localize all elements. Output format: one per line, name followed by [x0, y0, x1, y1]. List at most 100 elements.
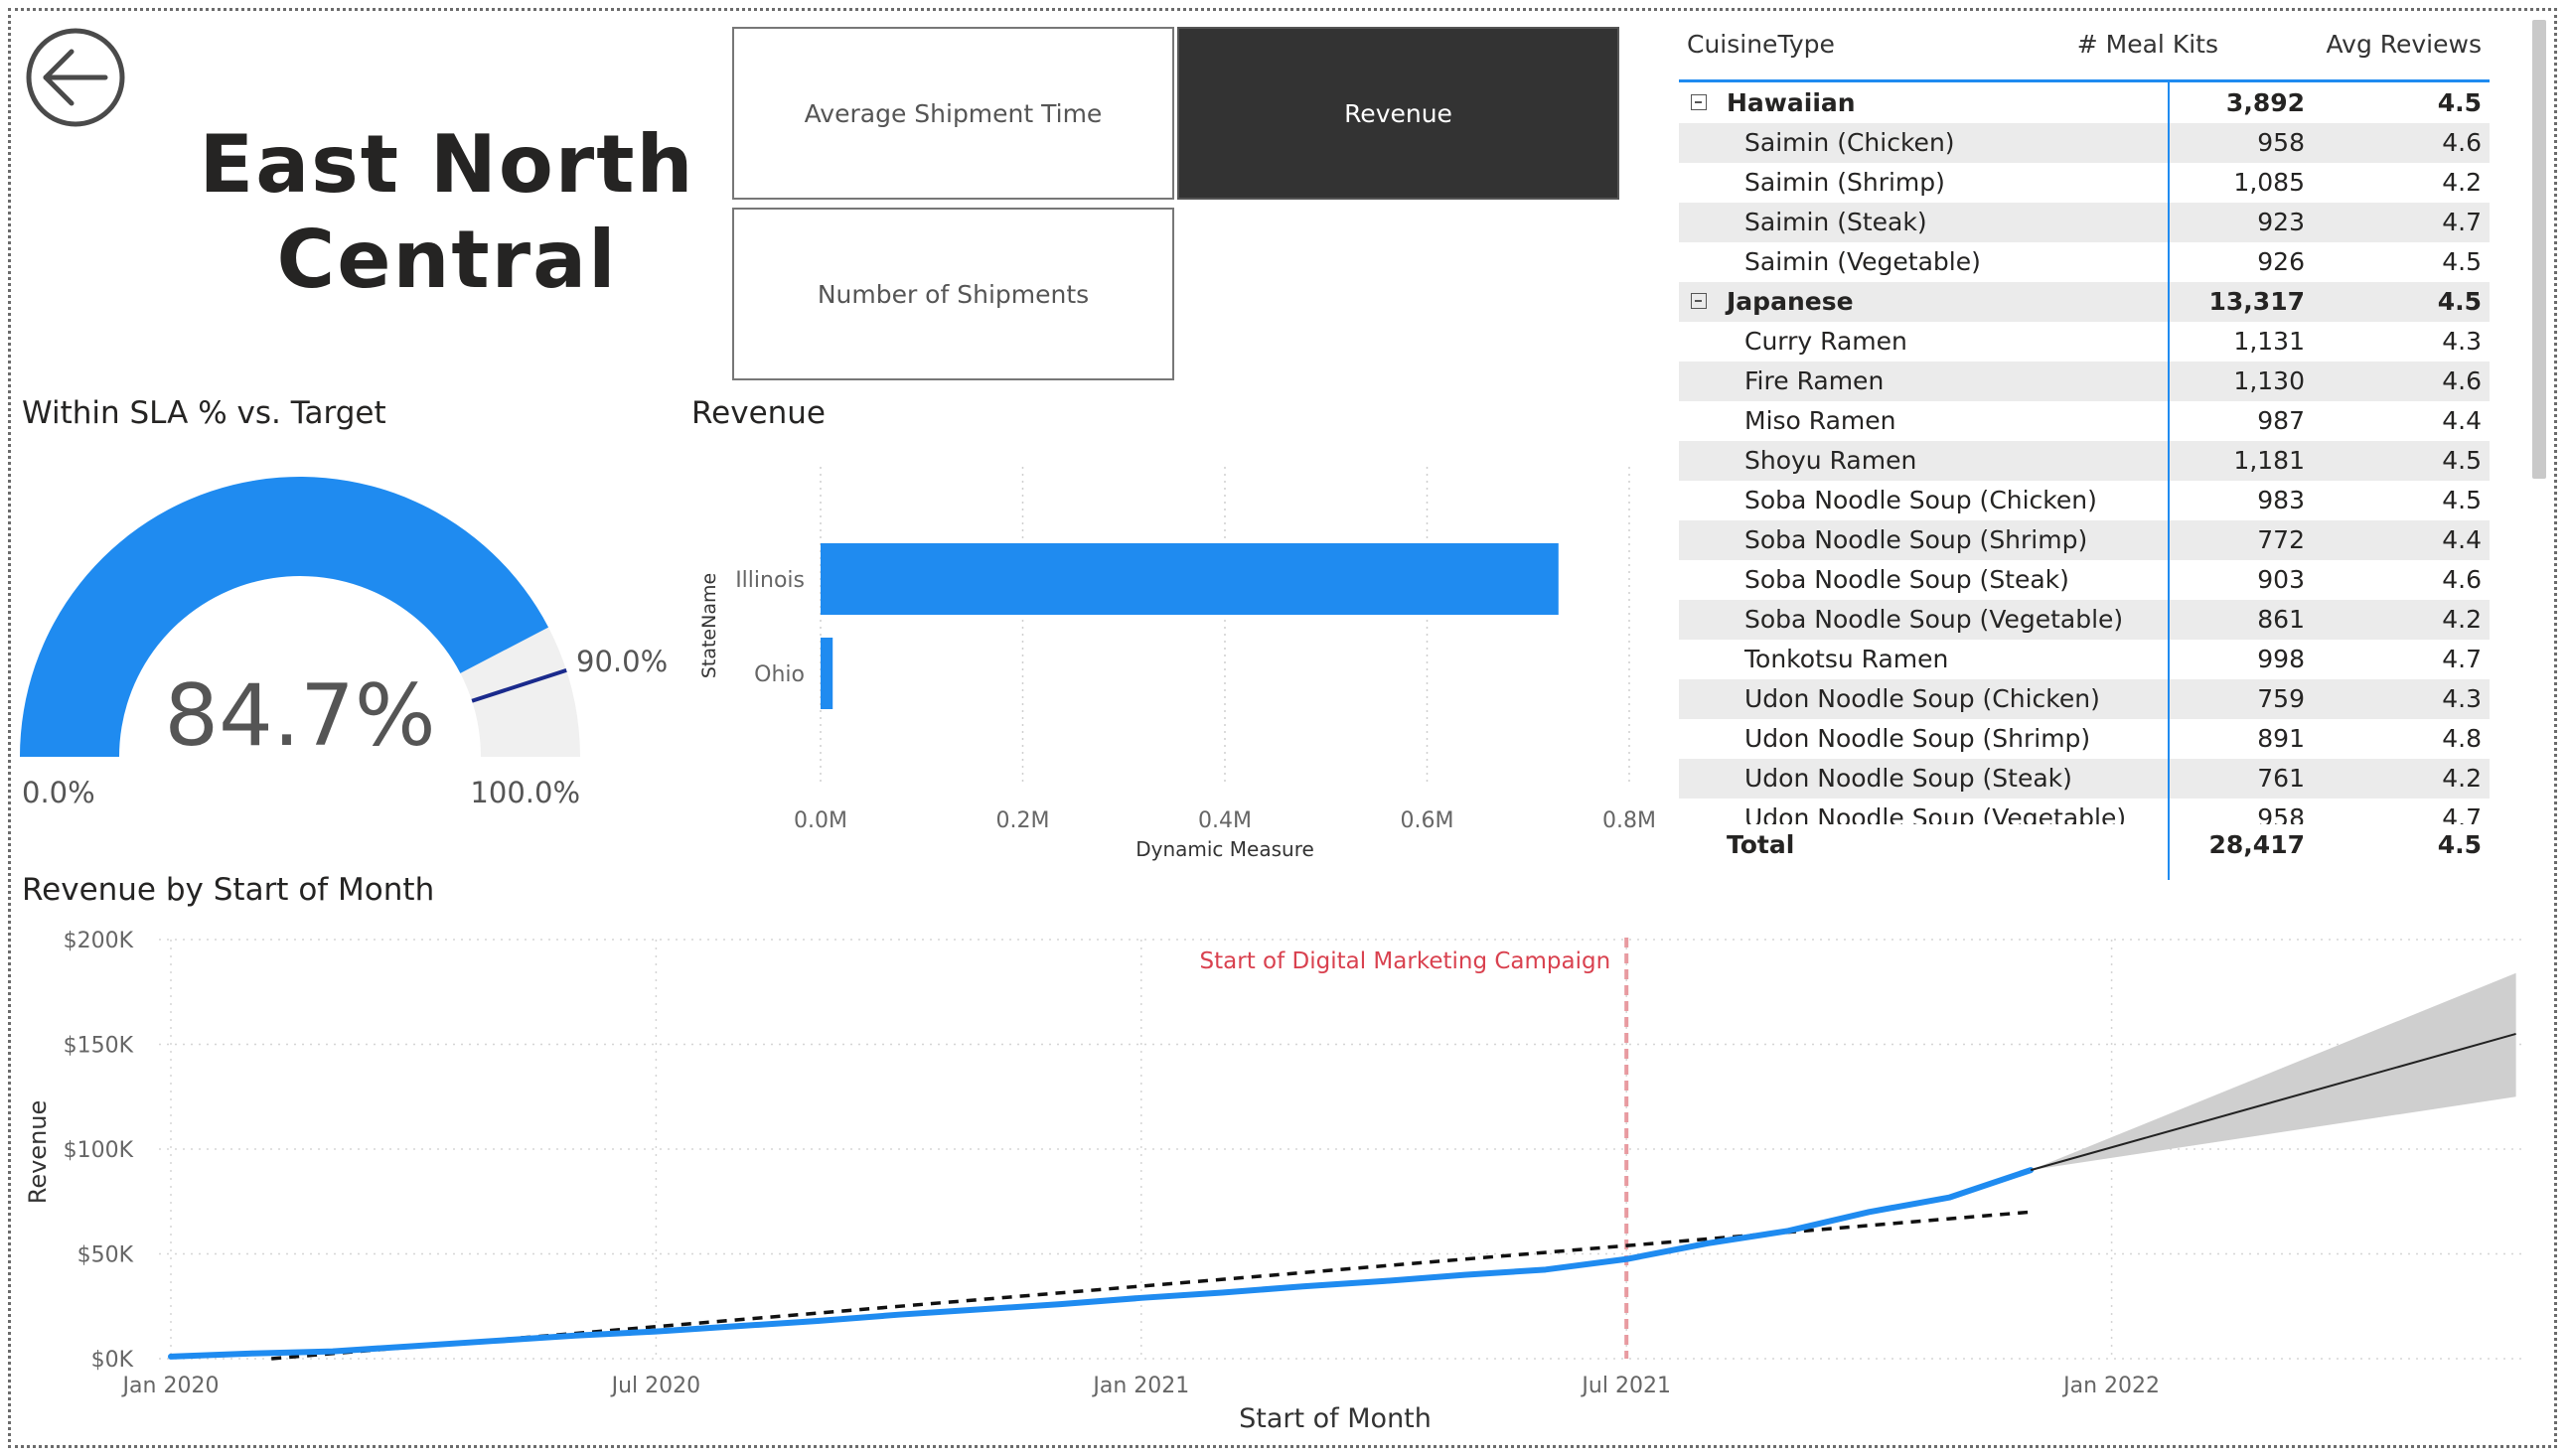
matrix-header-meal-kits[interactable]: # Meal Kits	[2076, 30, 2218, 59]
table-row[interactable]: Udon Noodle Soup (Steak) 761 4.2	[1679, 759, 2490, 799]
matrix-group-row[interactable]: Hawaiian 3,892 4.5	[1679, 83, 2490, 123]
matrix-cell-meal-kits: 926	[2257, 247, 2305, 276]
bar-x-tick-label: 0.2M	[996, 808, 1050, 833]
table-row[interactable]: Saimin (Shrimp) 1,085 4.2	[1679, 163, 2490, 203]
gauge-target-label: 90.0%	[576, 645, 668, 678]
gauge-max-label: 100.0%	[470, 776, 580, 809]
matrix-cell-avg-reviews: 4.6	[2442, 565, 2482, 594]
table-row[interactable]: Udon Noodle Soup (Chicken) 759 4.3	[1679, 679, 2490, 719]
table-row[interactable]: Saimin (Steak) 923 4.7	[1679, 203, 2490, 242]
table-row[interactable]: Soba Noodle Soup (Chicken) 983 4.5	[1679, 481, 2490, 520]
matrix-cell-meal-kits: 983	[2257, 486, 2305, 514]
line-y-tick-label: $200K	[64, 929, 134, 953]
report-canvas	[8, 8, 2557, 1448]
table-row[interactable]: Udon Noodle Soup (Shrimp) 891 4.8	[1679, 719, 2490, 759]
matrix-cell-cuisine: Saimin (Vegetable)	[1744, 247, 1981, 276]
line-y-tick-label: $50K	[77, 1243, 134, 1268]
matrix-cell-avg-reviews: 4.4	[2442, 525, 2482, 554]
table-row[interactable]: Fire Ramen 1,130 4.6	[1679, 362, 2490, 401]
nav-button-revenue[interactable]: Revenue	[1177, 27, 1619, 200]
bar-chart-title: Revenue	[691, 395, 827, 431]
matrix-cell-meal-kits: 1,181	[2233, 446, 2305, 475]
line-x-tick-label: Jan 2020	[121, 1374, 220, 1398]
line-x-tick-label: Jul 2020	[610, 1374, 701, 1398]
matrix-cell-avg-reviews: 4.2	[2442, 605, 2482, 634]
table-row[interactable]: Soba Noodle Soup (Vegetable) 861 4.2	[1679, 600, 2490, 640]
page-title-line1: East North	[199, 118, 695, 211]
matrix-cell-avg-reviews: 4.7	[2442, 803, 2482, 824]
revenue-by-state-bar-chart: 0.0M 0.2M 0.4M 0.6M 0.8M Illinois Ohio StateN…	[698, 467, 1656, 861]
matrix-cell-cuisine: Curry Ramen	[1744, 327, 1907, 356]
matrix-cell-cuisine: Hawaiian	[1727, 88, 1856, 117]
matrix-cell-avg-reviews: 4.5	[2437, 88, 2482, 117]
matrix-cell-avg-reviews: 4.7	[2442, 208, 2482, 236]
cuisine-matrix: CuisineType # Meal Kits Avg Reviews Hawa…	[1679, 20, 2490, 880]
bar-x-tick-label: 0.8M	[1602, 808, 1656, 833]
matrix-cell-avg-reviews: 4.2	[2442, 764, 2482, 793]
matrix-cell-cuisine: Saimin (Chicken)	[1744, 128, 1955, 157]
line-chart-xlabel: Start of Month	[1239, 1403, 1432, 1434]
matrix-cell-meal-kits: 923	[2257, 208, 2305, 236]
line-x-tick-label: Jan 2022	[2061, 1374, 2160, 1398]
collapse-icon[interactable]	[1691, 94, 1707, 110]
matrix-cell-meal-kits: 3,892	[2225, 88, 2305, 117]
matrix-cell-avg-reviews: 4.6	[2442, 128, 2482, 157]
matrix-header-avg-reviews[interactable]: Avg Reviews	[2326, 30, 2482, 59]
matrix-cell-cuisine: Soba Noodle Soup (Steak)	[1744, 565, 2069, 594]
matrix-cell-cuisine: Shoyu Ramen	[1744, 446, 1917, 475]
collapse-icon[interactable]	[1691, 293, 1707, 309]
matrix-cell-avg-reviews: 4.7	[2442, 645, 2482, 673]
matrix-scrollbar[interactable]	[2532, 20, 2546, 479]
matrix-body: Hawaiian 3,892 4.5 Saimin (Chicken) 958 4.6 Sa…	[1679, 83, 2490, 824]
matrix-cell-avg-reviews: 4.3	[2442, 327, 2482, 356]
back-arrow-icon[interactable]	[24, 26, 127, 129]
matrix-header: CuisineType # Meal Kits Avg Reviews	[1679, 20, 2490, 82]
matrix-cell-meal-kits: 772	[2257, 525, 2305, 554]
table-row[interactable]: Saimin (Chicken) 958 4.6	[1679, 123, 2490, 163]
matrix-cell-avg-reviews: 4.6	[2442, 366, 2482, 395]
page-title: East North Central	[199, 117, 695, 308]
forecast-confidence-band	[2031, 972, 2516, 1171]
matrix-cell-cuisine: Saimin (Shrimp)	[1744, 168, 1945, 197]
bar-x-tick-label: 0.4M	[1198, 808, 1252, 833]
matrix-cell-avg-reviews: 4.5	[2437, 287, 2482, 316]
table-row[interactable]: Tonkotsu Ramen 998 4.7	[1679, 640, 2490, 679]
table-row[interactable]: Curry Ramen 1,131 4.3	[1679, 322, 2490, 362]
nav-button-number-of-shipments[interactable]: Number of Shipments	[732, 208, 1174, 380]
matrix-cell-avg-reviews: 4.3	[2442, 684, 2482, 713]
matrix-cell-avg-reviews: 4.4	[2442, 406, 2482, 435]
matrix-cell-avg-reviews: 4.5	[2442, 446, 2482, 475]
gauge-fill	[20, 477, 549, 757]
bar-category-label: Ohio	[754, 662, 805, 687]
matrix-cell-meal-kits: 1,085	[2233, 168, 2305, 197]
line-chart-ylabel: Revenue	[24, 1100, 52, 1205]
matrix-cell-avg-reviews: 4.5	[2442, 486, 2482, 514]
bar-ohio[interactable]	[821, 638, 833, 709]
matrix-header-cuisine[interactable]: CuisineType	[1687, 30, 1835, 59]
gauge-target-marker	[471, 667, 567, 703]
matrix-cell-avg-reviews: 4.8	[2442, 724, 2482, 753]
gauge-min-label: 0.0%	[22, 776, 95, 809]
matrix-total-reviews: 4.5	[2437, 830, 2482, 859]
matrix-group-row[interactable]: Japanese 13,317 4.5	[1679, 282, 2490, 322]
table-row[interactable]: Shoyu Ramen 1,181 4.5	[1679, 441, 2490, 481]
table-row[interactable]: Soba Noodle Soup (Steak) 903 4.6	[1679, 560, 2490, 600]
matrix-cell-meal-kits: 958	[2257, 803, 2305, 824]
bar-illinois[interactable]	[821, 543, 1559, 615]
table-row[interactable]: Saimin (Vegetable) 926 4.5	[1679, 242, 2490, 282]
table-row[interactable]: Soba Noodle Soup (Shrimp) 772 4.4	[1679, 520, 2490, 560]
revenue-by-month-line-chart: $0K $50K $100K $150K $200K Jan 2020 Jul 2020 J…	[24, 929, 2523, 1434]
matrix-total-kits: 28,417	[2208, 830, 2305, 859]
bar-chart-ylabel: StateName	[698, 573, 720, 678]
matrix-cell-meal-kits: 761	[2257, 764, 2305, 793]
matrix-cell-meal-kits: 987	[2257, 406, 2305, 435]
table-row[interactable]: Miso Ramen 987 4.4	[1679, 401, 2490, 441]
matrix-column-divider	[2168, 79, 2170, 880]
line-y-tick-label: $0K	[91, 1348, 134, 1373]
matrix-cell-meal-kits: 958	[2257, 128, 2305, 157]
forecast-line	[2030, 1032, 2516, 1172]
nav-button-average-shipment-time[interactable]: Average Shipment Time	[732, 27, 1174, 200]
matrix-cell-meal-kits: 759	[2257, 684, 2305, 713]
table-row[interactable]: Udon Noodle Soup (Vegetable) 958 4.7	[1679, 799, 2490, 824]
matrix-cell-cuisine: Saimin (Steak)	[1744, 208, 1927, 236]
